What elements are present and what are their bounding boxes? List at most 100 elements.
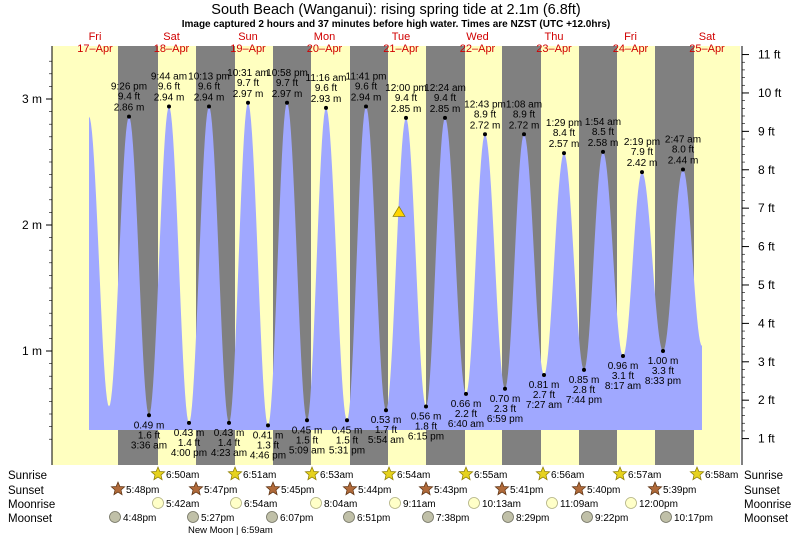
high-tide-meters: 2.85 m bbox=[430, 104, 461, 115]
event-row-label-left: Sunset bbox=[8, 485, 45, 497]
moonrise-time: 10:13am bbox=[482, 499, 521, 510]
high-tide-meters: 2.58 m bbox=[588, 138, 619, 149]
moonrise-icon bbox=[546, 497, 558, 509]
moonset-icon bbox=[581, 511, 593, 523]
y-right-tick-label: 9 ft bbox=[758, 124, 775, 138]
low-tide-meters: 0.45 m bbox=[292, 425, 323, 436]
moonrise-time: 9:11am bbox=[403, 499, 436, 510]
moonset-icon bbox=[422, 511, 434, 523]
moonset-icon bbox=[187, 511, 199, 523]
low-tide-feet: 2.3 ft bbox=[494, 404, 516, 415]
sunrise-star-icon bbox=[381, 466, 397, 481]
low-tide-time: 5:09 am bbox=[289, 445, 325, 456]
high-tide-time: 12:00 pm bbox=[385, 83, 427, 94]
sunset-star-icon bbox=[418, 481, 434, 496]
sunrise-time: 6:54am bbox=[397, 470, 430, 481]
low-tide-time: 6:15 pm bbox=[408, 431, 444, 442]
high-tide-feet: 8.9 ft bbox=[474, 109, 496, 120]
low-tide-point bbox=[503, 386, 507, 391]
high-tide-time: 2:47 am bbox=[665, 135, 701, 146]
high-tide-time: 11:16 am bbox=[306, 73, 347, 84]
low-tide-time: 8:33 pm bbox=[645, 376, 681, 387]
y-right-tick-label: 1 ft bbox=[758, 432, 775, 446]
high-tide-point bbox=[324, 105, 328, 110]
day-name: Tue bbox=[392, 31, 411, 43]
low-tide-meters: 1.00 m bbox=[648, 356, 679, 367]
tide-curve-area bbox=[89, 102, 702, 431]
high-tide-point bbox=[681, 167, 685, 172]
high-tide-point bbox=[364, 104, 368, 109]
y-right-tick-label: 10 ft bbox=[758, 86, 782, 100]
sunset-time: 5:44pm bbox=[358, 485, 391, 496]
low-tide-point bbox=[621, 354, 625, 359]
day-name: Thu bbox=[545, 31, 564, 43]
sunrise-time: 6:50am bbox=[166, 470, 199, 481]
low-tide-time: 4:46 pm bbox=[250, 450, 286, 461]
high-tide-time: 10:31 am bbox=[227, 68, 269, 79]
high-tide-point bbox=[522, 132, 526, 137]
low-tide-feet: 1.7 ft bbox=[375, 425, 397, 436]
low-tide-point bbox=[424, 404, 428, 409]
moonset-time: 4:48pm bbox=[123, 513, 156, 524]
high-tide-time: 9:44 am bbox=[151, 72, 187, 83]
high-tide-point bbox=[601, 149, 605, 154]
current-level-marker bbox=[392, 205, 406, 217]
day-name: Wed bbox=[466, 31, 488, 43]
moonset-time: 8:29pm bbox=[516, 513, 549, 524]
low-tide-time: 5:31 pm bbox=[329, 445, 365, 456]
day-date: 19–Apr bbox=[230, 43, 266, 55]
sunrise-time: 6:58am bbox=[705, 470, 738, 481]
high-tide-feet: 9.7 ft bbox=[276, 78, 298, 89]
high-tide-point bbox=[167, 104, 171, 109]
moonrise-icon bbox=[625, 497, 637, 509]
moonset-time: 6:51pm bbox=[357, 513, 390, 524]
low-tide-feet: 1.4 ft bbox=[178, 438, 200, 449]
high-tide-meters: 2.94 m bbox=[194, 93, 225, 104]
high-tide-meters: 2.57 m bbox=[549, 139, 580, 150]
low-tide-meters: 0.53 m bbox=[371, 415, 402, 426]
high-tide-feet: 9.6 ft bbox=[158, 82, 180, 93]
day-name: Sat bbox=[699, 31, 716, 43]
low-tide-feet: 3.1 ft bbox=[612, 371, 634, 382]
sunrise-star-icon bbox=[612, 466, 628, 481]
sunset-star-icon bbox=[494, 481, 510, 496]
low-tide-meters: 0.45 m bbox=[332, 425, 363, 436]
sunset-time: 5:40pm bbox=[587, 485, 620, 496]
high-tide-point bbox=[404, 115, 408, 120]
low-tide-point bbox=[542, 372, 546, 377]
y-left-tick-label: 2 m bbox=[22, 218, 42, 232]
sunset-star-icon bbox=[188, 481, 204, 496]
low-tide-feet: 2.7 ft bbox=[533, 390, 555, 401]
sunset-time: 5:47pm bbox=[204, 485, 237, 496]
high-tide-meters: 2.86 m bbox=[114, 103, 145, 114]
low-tide-feet: 1.4 ft bbox=[218, 438, 240, 449]
high-tide-meters: 2.72 m bbox=[470, 120, 501, 131]
moonset-time: 9:22pm bbox=[595, 513, 628, 524]
low-tide-feet: 3.3 ft bbox=[652, 366, 674, 377]
low-tide-point bbox=[227, 420, 231, 425]
low-tide-meters: 0.56 m bbox=[411, 411, 442, 422]
low-tide-meters: 0.43 m bbox=[174, 428, 205, 439]
high-tide-time: 11:41 pm bbox=[346, 72, 387, 83]
sunset-time: 5:41pm bbox=[510, 485, 543, 496]
high-tide-point bbox=[562, 151, 566, 156]
high-tide-point bbox=[246, 100, 250, 105]
high-tide-time: 10:13 pm bbox=[188, 72, 230, 83]
high-tide-meters: 2.97 m bbox=[272, 89, 303, 100]
chart-title: South Beach (Wanganui): rising spring ti… bbox=[211, 2, 580, 18]
event-row-label-right: Moonrise bbox=[744, 499, 791, 511]
moonrise-icon bbox=[230, 497, 242, 509]
high-tide-meters: 2.85 m bbox=[391, 104, 422, 115]
low-tide-meters: 0.41 m bbox=[253, 430, 284, 441]
moonrise-time: 11:09am bbox=[560, 499, 598, 510]
low-tide-point bbox=[384, 408, 388, 413]
low-tide-point bbox=[464, 391, 468, 396]
moonset-time: 7:38pm bbox=[436, 513, 469, 524]
high-tide-feet: 8.9 ft bbox=[513, 109, 535, 120]
event-row-label-left: Moonrise bbox=[8, 499, 55, 511]
sunset-time: 5:45pm bbox=[281, 485, 314, 496]
moonset-icon bbox=[660, 511, 672, 523]
moonrise-time: 8:04am bbox=[324, 499, 357, 510]
moonrise-time: 6:54am bbox=[244, 499, 277, 510]
high-tide-time: 1:54 am bbox=[585, 117, 621, 128]
